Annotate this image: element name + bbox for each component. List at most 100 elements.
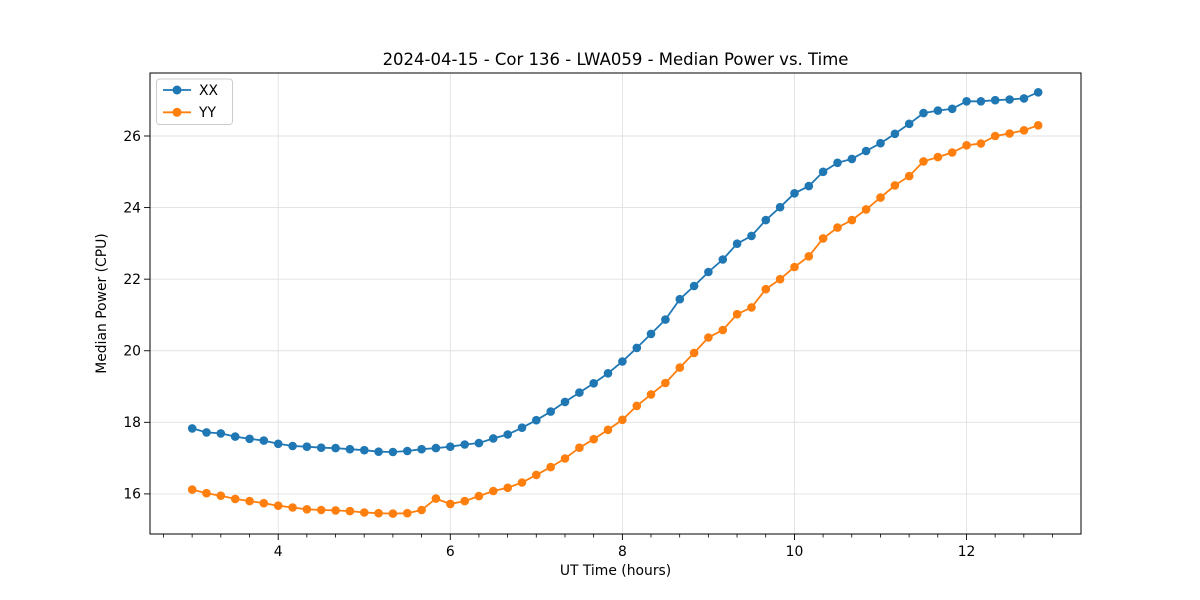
data-point-xx — [689, 281, 699, 291]
data-point-yy — [646, 390, 656, 399]
data-point-yy — [560, 454, 570, 463]
y-tick-label: 26 — [123, 129, 141, 145]
data-point-yy — [546, 462, 555, 472]
data-point-xx — [431, 443, 441, 453]
data-point-xx — [230, 432, 240, 441]
data-point-yy — [388, 509, 398, 518]
x-tick-label: 6 — [446, 544, 455, 560]
data-point-xx — [575, 388, 584, 397]
data-point-xx — [861, 146, 871, 156]
data-point-xx — [589, 379, 598, 388]
data-point-yy — [876, 193, 885, 202]
data-point-yy — [632, 401, 642, 411]
data-point-xx — [732, 239, 742, 248]
data-point-yy — [947, 148, 957, 157]
data-point-xx — [388, 447, 398, 457]
data-point-yy — [747, 303, 756, 312]
data-point-xx — [833, 158, 842, 168]
series-line-yy — [191, 124, 1039, 515]
data-point-yy — [618, 415, 627, 425]
data-point-xx — [632, 343, 642, 353]
data-point-xx — [747, 231, 756, 241]
data-point-yy — [575, 443, 584, 453]
plot-border — [149, 72, 1082, 535]
data-point-yy — [861, 205, 871, 214]
data-point-yy — [704, 333, 713, 342]
data-point-yy — [187, 485, 197, 494]
data-point-yy — [417, 505, 426, 515]
data-point-xx — [374, 447, 383, 457]
data-point-xx — [990, 95, 1000, 105]
data-point-yy — [603, 425, 613, 435]
data-point-xx — [403, 446, 412, 456]
data-point-xx — [288, 441, 297, 451]
data-point-yy — [933, 152, 943, 162]
data-point-yy — [374, 508, 383, 518]
x-axis-label: UT Time (hours) — [560, 563, 671, 579]
data-point-yy — [675, 363, 685, 372]
data-point-xx — [761, 215, 771, 225]
data-point-yy — [245, 496, 254, 506]
data-point-yy — [517, 478, 527, 487]
data-point-xx — [245, 434, 254, 444]
data-point-yy — [532, 470, 541, 480]
legend-marker-sample — [172, 107, 182, 117]
data-point-xx — [661, 315, 670, 324]
y-tick-label: 16 — [123, 487, 141, 503]
series-layer — [187, 88, 1043, 518]
data-point-xx — [718, 255, 728, 264]
data-point-yy — [962, 141, 971, 150]
data-point-xx — [345, 444, 355, 454]
data-point-yy — [345, 506, 355, 516]
data-point-xx — [876, 138, 885, 148]
data-point-xx — [962, 97, 971, 106]
data-point-xx — [202, 428, 211, 437]
x-tick-label: 12 — [958, 544, 976, 560]
data-point-xx — [818, 167, 828, 177]
data-point-xx — [675, 294, 685, 304]
data-point-yy — [288, 503, 297, 512]
data-point-xx — [259, 436, 269, 445]
data-point-yy — [775, 274, 785, 284]
data-point-yy — [847, 215, 857, 225]
data-point-xx — [976, 97, 986, 106]
data-point-xx — [446, 442, 455, 452]
data-point-yy — [732, 309, 742, 319]
data-point-yy — [919, 157, 928, 166]
data-point-yy — [1005, 129, 1014, 138]
data-point-xx — [618, 357, 627, 366]
legend-marker-sample — [172, 85, 182, 95]
data-point-xx — [646, 329, 656, 339]
data-point-xx — [460, 440, 470, 449]
data-point-yy — [474, 491, 484, 501]
data-point-xx — [360, 445, 369, 455]
data-point-xx — [187, 424, 197, 433]
data-point-yy — [904, 171, 914, 181]
data-point-xx — [316, 443, 326, 453]
data-point-xx — [847, 154, 857, 164]
data-point-yy — [761, 284, 771, 294]
x-tick-label: 8 — [618, 544, 627, 560]
legend-label: XX — [199, 83, 219, 99]
y-tick-label: 24 — [123, 200, 141, 216]
data-point-yy — [230, 494, 240, 504]
data-point-yy — [589, 434, 598, 444]
data-point-xx — [302, 442, 312, 452]
data-point-yy — [489, 486, 498, 496]
data-point-xx — [489, 434, 498, 443]
data-point-yy — [804, 251, 814, 261]
data-point-xx — [474, 438, 484, 448]
data-point-xx — [417, 444, 426, 454]
data-point-xx — [890, 129, 900, 139]
data-point-xx — [517, 423, 527, 433]
tick-label-layer: 4 6 8 10 12 16 18 20 22 24 26 — [123, 129, 975, 560]
grid-layer — [150, 73, 1081, 534]
data-point-xx — [532, 415, 541, 425]
data-point-yy — [503, 483, 512, 493]
series-line-xx — [191, 91, 1039, 453]
data-point-yy — [460, 496, 470, 506]
data-point-xx — [775, 202, 785, 212]
legend-box — [156, 78, 233, 125]
data-point-xx — [947, 104, 957, 114]
chart-title: 2024-04-15 - Cor 136 - LWA059 - Median P… — [383, 50, 849, 69]
